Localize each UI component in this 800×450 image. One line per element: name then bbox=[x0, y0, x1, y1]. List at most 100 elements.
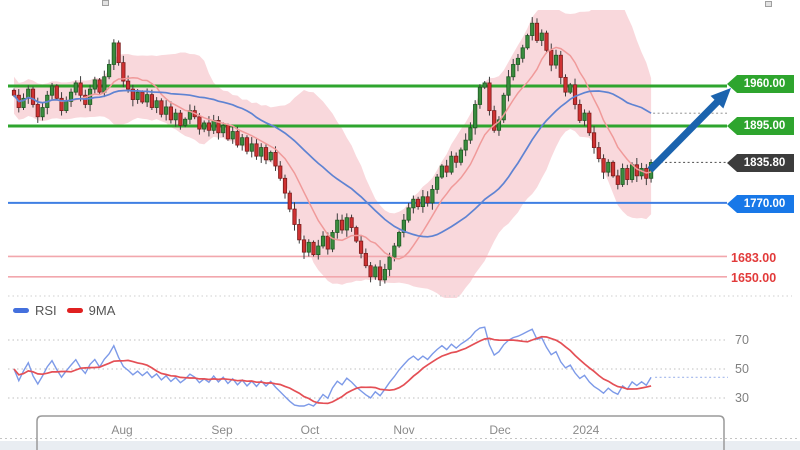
candle-body bbox=[68, 91, 74, 102]
candle-body bbox=[363, 252, 368, 267]
candle-body bbox=[477, 86, 483, 105]
rsi-signal-line bbox=[13, 335, 652, 405]
candle-body bbox=[558, 54, 563, 78]
candle-body bbox=[97, 79, 102, 93]
candle-body bbox=[435, 176, 440, 190]
candle-body bbox=[268, 152, 273, 161]
ma9-color-swatch bbox=[66, 308, 83, 313]
candle-body bbox=[325, 235, 330, 250]
rsi-tick-50: 50 bbox=[735, 362, 749, 376]
candle-body bbox=[463, 139, 468, 151]
month-label-sep: Sep bbox=[211, 423, 233, 437]
volatility-band bbox=[14, 10, 652, 298]
candle-body bbox=[135, 91, 140, 100]
candle-body bbox=[273, 152, 278, 167]
trend-arrow-head bbox=[710, 88, 731, 109]
candle-body bbox=[439, 165, 444, 178]
candle-body bbox=[30, 88, 36, 105]
trend-arrow-shaft[interactable] bbox=[647, 96, 723, 173]
candle-body bbox=[244, 137, 250, 152]
candle-body bbox=[173, 112, 178, 121]
candle-body bbox=[601, 158, 606, 173]
price-tag-resistance-lower: 1895.00 bbox=[727, 117, 794, 135]
candle-body bbox=[54, 85, 59, 99]
candle-body bbox=[335, 219, 340, 233]
candle-body bbox=[411, 198, 416, 209]
month-label-oct: Oct bbox=[300, 423, 320, 437]
candle-body bbox=[106, 64, 112, 78]
candle-body bbox=[11, 89, 17, 96]
price-tag-resistance-upper: 1960.00 bbox=[727, 75, 794, 93]
candle-body bbox=[339, 219, 345, 231]
rsi-line bbox=[13, 326, 652, 407]
month-label-aug: Aug bbox=[111, 423, 133, 437]
candle-body bbox=[549, 49, 554, 66]
level-label-1650: 1650.00 bbox=[731, 271, 777, 285]
candle-body bbox=[496, 119, 502, 131]
candle-body bbox=[530, 22, 535, 36]
candle-body bbox=[145, 94, 150, 103]
candle-body bbox=[178, 112, 183, 126]
candle-body bbox=[102, 76, 107, 93]
month-label-dec: Dec bbox=[489, 423, 511, 437]
candle-body bbox=[444, 165, 449, 173]
candle-body bbox=[511, 64, 516, 78]
rsi-color-swatch bbox=[13, 308, 29, 313]
candle-body bbox=[149, 94, 154, 108]
candle-body bbox=[316, 245, 321, 256]
candle-body bbox=[292, 208, 297, 225]
candle-body bbox=[287, 192, 292, 210]
candle-body bbox=[487, 82, 492, 112]
candle-body bbox=[606, 161, 611, 173]
candle-body bbox=[49, 85, 55, 96]
candle-body bbox=[126, 80, 131, 90]
candle-body bbox=[473, 104, 478, 129]
month-label-2024: 2024 bbox=[572, 423, 600, 437]
candle-body bbox=[629, 164, 635, 180]
candle-body bbox=[620, 168, 625, 185]
candle-body bbox=[572, 84, 578, 105]
candle-body bbox=[330, 232, 335, 250]
axis-frame bbox=[36, 415, 725, 450]
scrollbar-track[interactable] bbox=[0, 441, 800, 450]
candle-body bbox=[306, 241, 311, 253]
candle-body bbox=[225, 124, 231, 140]
ma-fast-line bbox=[13, 46, 652, 260]
candle-body bbox=[164, 106, 169, 115]
candle-body bbox=[216, 120, 221, 134]
candle-body bbox=[468, 127, 473, 141]
candle-body bbox=[416, 198, 421, 208]
candle-body bbox=[358, 240, 364, 254]
candle-body bbox=[249, 143, 254, 152]
candle-body bbox=[387, 256, 392, 270]
candle-body bbox=[615, 175, 620, 185]
rsi-legend-label: RSI bbox=[35, 303, 57, 318]
candle-body bbox=[553, 54, 559, 66]
selection-handle[interactable] bbox=[765, 1, 772, 7]
candle-body bbox=[377, 266, 383, 281]
candle-body bbox=[240, 137, 245, 146]
candle-body bbox=[401, 219, 406, 233]
candle-body bbox=[168, 106, 173, 121]
candle-body bbox=[430, 188, 435, 204]
legend-item-rsi[interactable]: RSI bbox=[13, 303, 57, 318]
candle-body bbox=[506, 76, 511, 96]
candle-body bbox=[211, 120, 216, 131]
candle-body bbox=[221, 124, 226, 134]
ma9-legend-label: 9MA bbox=[88, 303, 116, 318]
candle-body bbox=[373, 266, 378, 278]
candle-body bbox=[354, 227, 359, 242]
rsi-legend: RSI 9MA bbox=[13, 303, 115, 318]
candle-body bbox=[392, 245, 397, 258]
candle-body bbox=[121, 62, 126, 82]
candle-body bbox=[35, 104, 40, 118]
selection-handle[interactable] bbox=[102, 0, 109, 6]
candle-body bbox=[582, 112, 587, 121]
candle-body bbox=[520, 47, 525, 59]
candle-body bbox=[254, 143, 259, 157]
candles bbox=[11, 17, 654, 287]
candle-body bbox=[320, 235, 326, 247]
price-tag-support: 1770.00 bbox=[727, 195, 794, 213]
legend-item-9ma[interactable]: 9MA bbox=[66, 303, 116, 318]
